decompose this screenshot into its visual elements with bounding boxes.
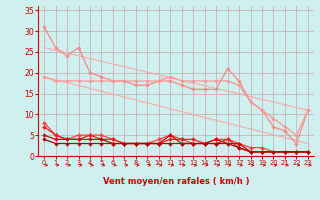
X-axis label: Vent moyen/en rafales ( km/h ): Vent moyen/en rafales ( km/h ) [103, 177, 249, 186]
